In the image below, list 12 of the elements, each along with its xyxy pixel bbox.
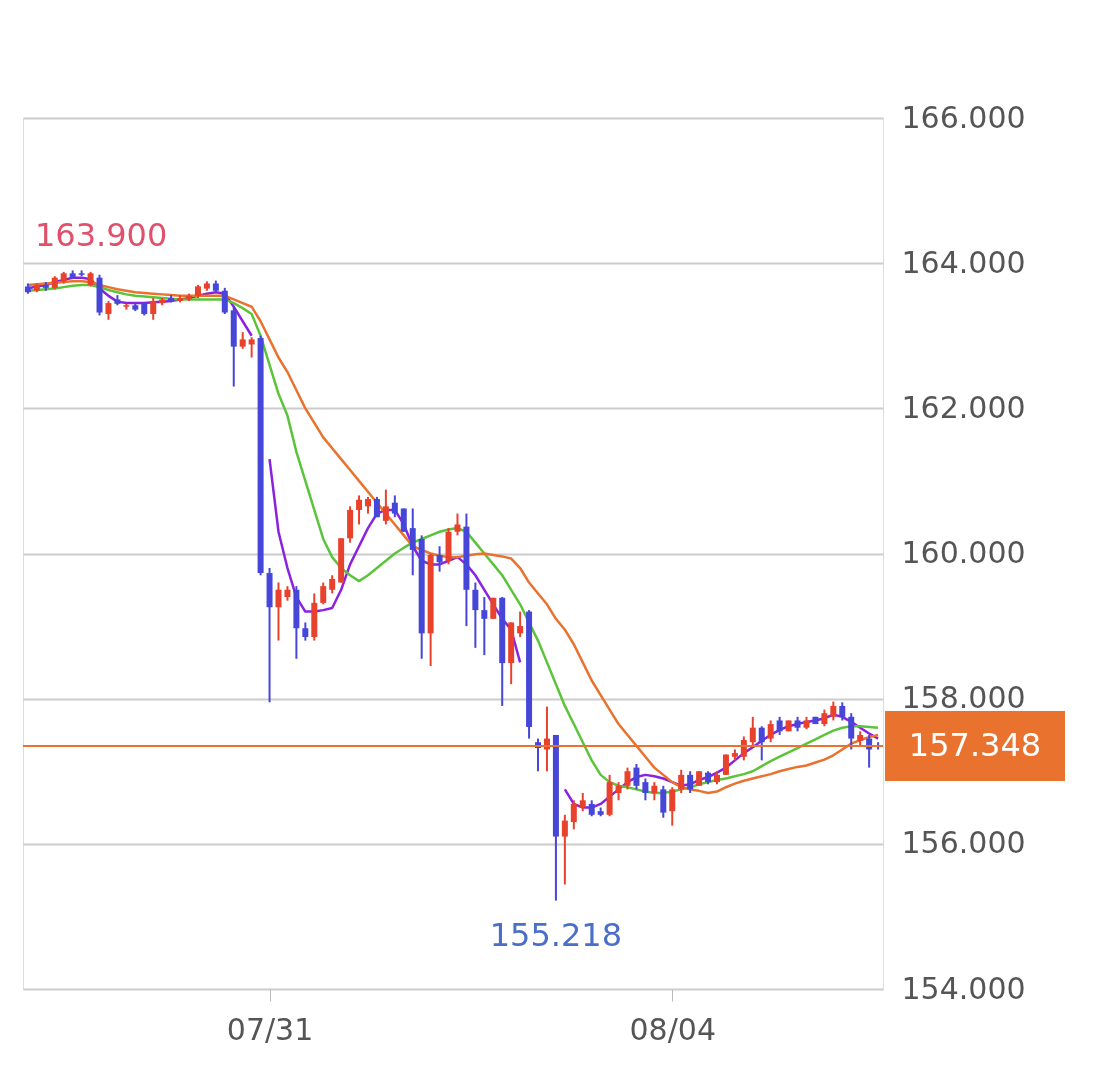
annotation: 155.218 <box>489 915 623 954</box>
y-tick-label: 156.000 <box>901 825 1026 861</box>
x-tick-label: 08/04 <box>629 1011 716 1047</box>
y-tick-label: 160.000 <box>901 535 1026 570</box>
y-tick-label: 164.000 <box>901 244 1026 280</box>
y-tick-label: 154.000 <box>901 970 1026 1006</box>
y-tick-label: 158.000 <box>901 680 1026 716</box>
y-tick-label: 162.000 <box>901 389 1026 425</box>
annotation: 163.900 <box>35 216 168 254</box>
y-tick-label: 166.000 <box>901 99 1026 135</box>
ref-line-label: 157.348 <box>908 725 1042 764</box>
x-tick-label: 07/31 <box>226 1011 314 1047</box>
